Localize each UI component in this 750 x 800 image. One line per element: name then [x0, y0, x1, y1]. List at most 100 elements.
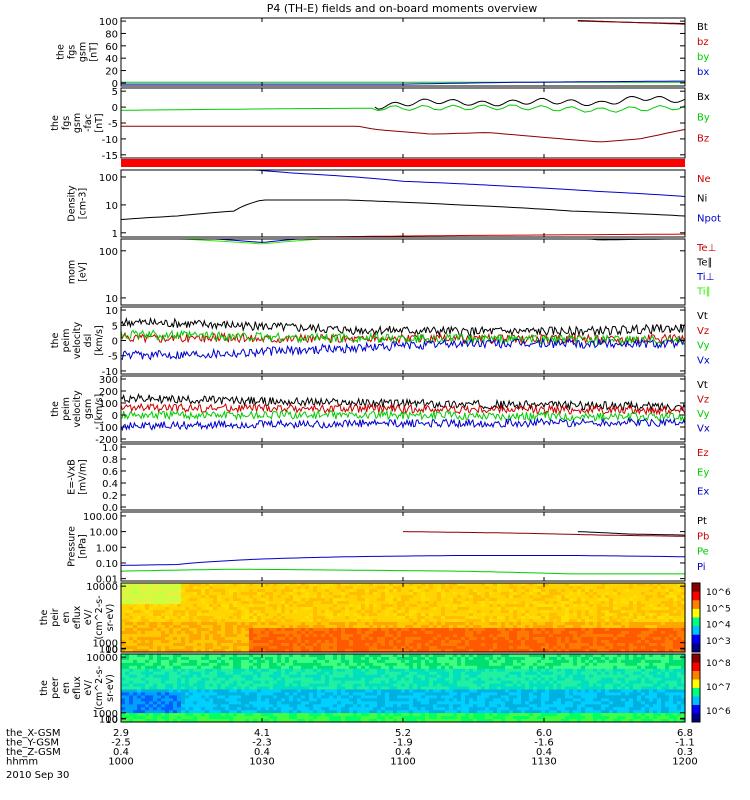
panels: 100806040200thefgsgsm[nT]Btbzbybx50-5-10… [39, 17, 731, 726]
y-tick-label: 1000 [93, 639, 118, 650]
ephemeris-value: 1100 [390, 757, 415, 768]
figure-title: P4 (TH-E) fields and on-board moments ov… [267, 2, 538, 15]
y-tick-label: 0 [112, 103, 118, 114]
colorbar-tick: 10^3 [706, 637, 731, 647]
y-tick-label: 1 [112, 229, 118, 240]
y-tick-label: 0.6 [102, 467, 118, 478]
panel-2: 5 0 -5 -10 -15 thefgsgsm-fac[nT] Bx By Bz [50, 87, 710, 162]
ephemeris-value: 6.8 [677, 728, 693, 739]
series-Vx [120, 416, 686, 432]
legend-Ey: Ey [697, 467, 709, 478]
series-By [120, 104, 686, 113]
y-tick-label: 0.0 [102, 503, 118, 514]
y-tick-label: 100 [99, 247, 118, 258]
y-axis-label: thepeimvelocitydsl[km/s] [50, 322, 105, 360]
series-Pt [577, 531, 685, 536]
series-Bz [121, 125, 686, 143]
y-tick-label: 10000 [86, 653, 118, 664]
ephemeris-block: the_X-GSM 2.9 4.1 5.2 6.0 6.8 the_Y-GSM -2.5 -2.… [6, 728, 698, 781]
series-Vt [120, 316, 686, 338]
y-tick-label: -5 [108, 352, 118, 363]
colorbar-tick: 10^7 [706, 683, 731, 693]
y-tick-label: 80 [105, 29, 118, 40]
colorbar-tick: 10^6 [706, 588, 731, 598]
y-tick-label: 0.01 [96, 575, 118, 586]
ephemeris-value: -1.9 [393, 738, 413, 749]
legend-Vt: Vt [697, 380, 708, 391]
legend-Vy: Vy [697, 341, 710, 352]
ephemeris-value: 6.0 [536, 728, 552, 739]
y-tick-label: 100 [99, 173, 118, 184]
y-tick-label: 5 [112, 87, 118, 98]
series-Bx [374, 95, 686, 110]
y-tick-label: 100 [99, 644, 118, 655]
y-tick-label: 0 [112, 79, 118, 90]
panel-frame [120, 375, 686, 443]
legend-Te⊥: Te⊥ [696, 243, 716, 254]
series-Vy [120, 409, 686, 423]
colorbar-tick: 10^8 [706, 659, 731, 669]
legend-Vz: Vz [697, 395, 709, 406]
y-tick-label: 10.00 [89, 528, 118, 539]
panel-frame [120, 87, 686, 159]
legend-Bt: Bt [697, 22, 708, 33]
y-tick-label: 10 [105, 715, 118, 726]
y-axis-label: mom[eV] [67, 260, 89, 284]
legend-Vz: Vz [697, 326, 709, 337]
ephemeris-value: 1200 [672, 757, 697, 768]
y-tick-label: 5 [112, 321, 118, 332]
y-tick-label: 0 [112, 337, 118, 348]
ephemeris-value: 1130 [531, 757, 556, 768]
legend-Bx: Bx [697, 92, 710, 103]
y-tick-label: -10 [102, 135, 118, 146]
panel-frame [120, 17, 686, 87]
ephemeris-label: the_Z-GSM [6, 747, 61, 758]
ephemeris-label: the_X-GSM [6, 728, 60, 739]
panel-frame [120, 169, 686, 238]
legend-Pt: Pt [697, 516, 707, 527]
y-tick-label: 300 [99, 375, 118, 386]
ephemeris-value: -2.5 [111, 738, 131, 749]
legend-by: by [697, 52, 709, 63]
panel-5: 10 5 0 -5 -10 thepeimvelocitydsl[km/s] Vt Vz Vy V… [50, 306, 710, 378]
series-bz [577, 20, 686, 25]
y-tick-label: 10000 [86, 582, 118, 593]
y-tick-label: 100.00 [83, 512, 118, 523]
legend-Npot: Npot [697, 213, 721, 224]
colorbar-tick: 10^4 [706, 621, 731, 631]
legend-Pi: Pi [697, 562, 706, 573]
y-axis-label: thepeimvelocitygsm[km/s] [50, 390, 105, 428]
y-tick-label: 10 [105, 294, 118, 305]
y-axis-label: E=-VxB[mV/m] [67, 459, 89, 495]
panel-8: 100.00 10.00 1.00 0.10 0.01 Pressure[nPa] Pt Pb… [67, 511, 709, 586]
y-tick-label: -200 [95, 435, 118, 446]
ephemeris-value: -1.6 [534, 738, 554, 749]
y-tick-label: 40 [105, 54, 118, 65]
y-tick-label: 0.8 [102, 455, 118, 466]
ephemeris-value: 0.4 [536, 747, 552, 758]
ephemeris-value: 2.9 [113, 728, 129, 739]
y-tick-label: -100 [95, 423, 118, 434]
y-tick-label: 100 [99, 714, 118, 725]
y-axis-label: Pressure[nPa] [67, 526, 89, 567]
separator-bar [121, 159, 685, 167]
y-tick-label: 0.2 [102, 491, 118, 502]
ephemeris-value: 1000 [108, 757, 133, 768]
series-Npot [233, 169, 686, 197]
y-tick-label: 0 [112, 411, 118, 422]
legend-Ez: Ez [697, 448, 709, 459]
y-tick-label: 60 [105, 42, 118, 53]
y-axis-label: Density[cm-3] [67, 185, 89, 221]
legend-Vy: Vy [697, 409, 710, 420]
ephemeris-label: hhmm [6, 757, 38, 768]
y-tick-label: 100 [99, 17, 118, 28]
y-tick-label: -15 [102, 151, 118, 162]
y-tick-label: -10 [102, 367, 118, 378]
ephemeris-value: -1.1 [675, 738, 695, 749]
y-tick-label: 0.10 [96, 559, 118, 570]
ephemeris-value: 0.3 [677, 747, 693, 758]
legend-Ne: Ne [697, 174, 711, 185]
